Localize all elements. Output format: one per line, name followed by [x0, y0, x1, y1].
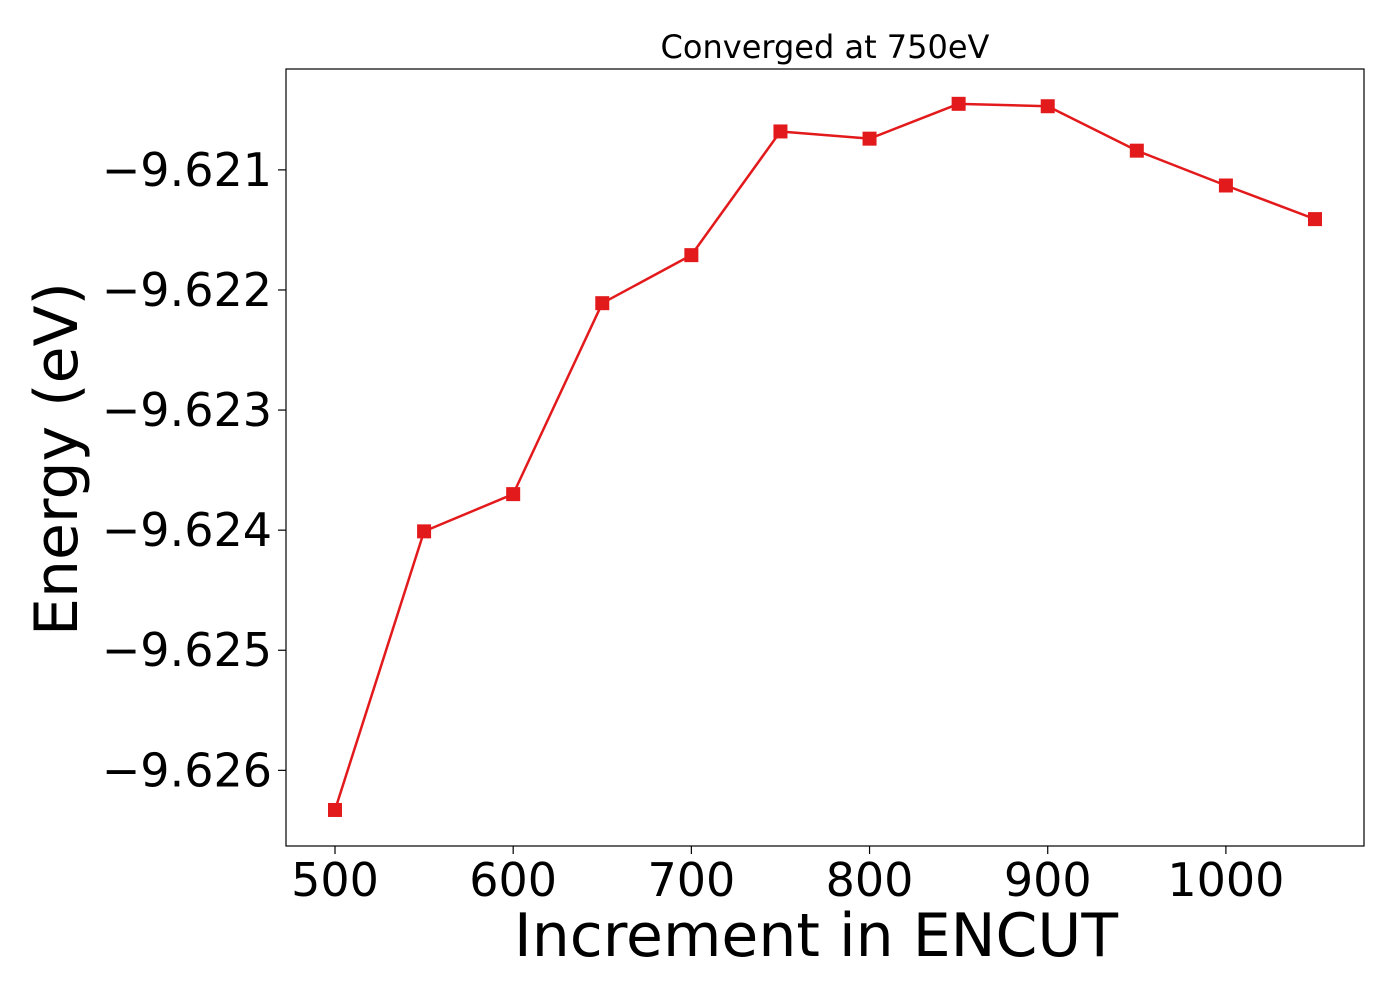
x-tick-label: 600: [469, 853, 557, 907]
data-point-marker: [417, 524, 432, 539]
plot-area-frame: [285, 68, 1365, 847]
data-point-marker: [951, 96, 966, 111]
y-tick-label: −9.624: [102, 503, 272, 557]
x-tick-label: 900: [1004, 853, 1092, 907]
data-point-marker: [684, 248, 699, 263]
y-tick-label: −9.622: [102, 263, 272, 317]
x-tick-label: 500: [291, 853, 379, 907]
data-point-marker: [862, 131, 877, 146]
x-tick-label: 1000: [1167, 853, 1284, 907]
y-tick-label: −9.621: [102, 143, 272, 197]
data-point-marker: [1040, 99, 1055, 114]
x-tick-label: 700: [647, 853, 735, 907]
data-point-marker: [1129, 143, 1144, 158]
x-axis-ticks: 500 600 700 800 900 1000: [291, 846, 1284, 907]
chart-title: Converged at 750eV: [661, 28, 990, 66]
data-point-marker: [328, 802, 342, 817]
data-point-marker: [595, 296, 610, 311]
series-line: [333, 102, 1316, 811]
x-axis-label: Increment in ENCUT: [514, 901, 1118, 971]
data-point-marker: [506, 487, 521, 502]
y-tick-label: −9.623: [102, 383, 272, 437]
y-tick-label: −9.625: [102, 623, 272, 677]
series-layer: [328, 96, 1322, 817]
y-axis-label: Energy (eV): [22, 282, 92, 636]
y-axis-ticks: −9.621 −9.622 −9.623 −9.624 −9.625 −9.626: [102, 143, 286, 797]
data-point-marker: [773, 124, 788, 139]
data-point-marker: [1218, 178, 1233, 193]
x-tick-label: 800: [826, 853, 914, 907]
data-point-marker: [1308, 212, 1322, 227]
y-tick-label: −9.626: [102, 743, 272, 797]
